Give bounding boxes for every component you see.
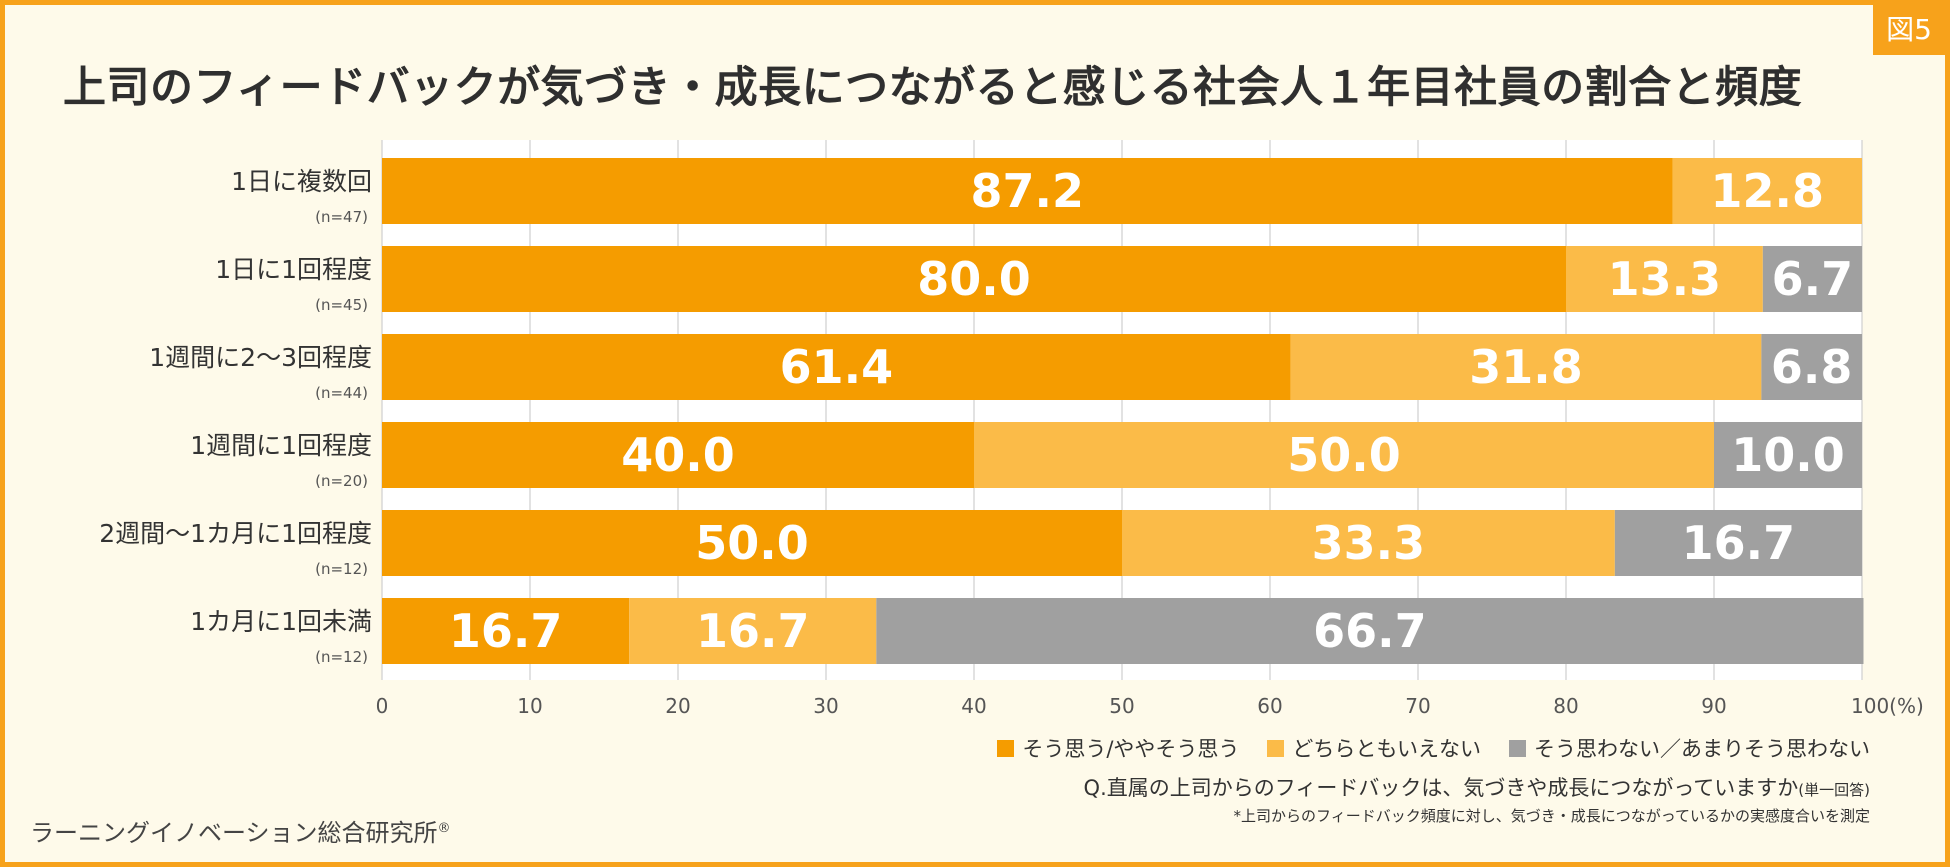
category-n-label: (n=47): [315, 208, 368, 226]
category-n-label: (n=45): [315, 296, 368, 314]
legend-swatch-neutral: [1267, 739, 1285, 757]
legend-item-disagree: そう思わない／あまりそう思わない: [1509, 733, 1870, 763]
footnote: *上司からのフィードバック頻度に対し、気づき・成長につながっているかの実感度合い…: [1233, 807, 1870, 825]
bar-segment: [1290, 334, 1762, 400]
data-label: 80.0: [917, 252, 1031, 306]
legend-item-agree: そう思う/ややそう思う: [997, 733, 1239, 763]
legend-swatch-disagree: [1509, 739, 1526, 757]
x-tick-label: 50: [1109, 694, 1134, 718]
x-tick-label: 40: [961, 694, 986, 718]
bar-segment: [1672, 158, 1862, 224]
data-label: 13.3: [1608, 252, 1722, 306]
legend-item-neutral: どちらともいえない: [1267, 733, 1481, 763]
data-label: 16.7: [696, 604, 810, 658]
legend-swatch-agree: [997, 739, 1015, 757]
registered-mark: ®: [437, 821, 451, 836]
bar-segment: [382, 598, 630, 664]
bar-segment: [974, 422, 1714, 488]
x-tick-label: 30: [813, 694, 838, 718]
legend-label-disagree: そう思わない／あまりそう思わない: [1534, 737, 1870, 761]
category-label: 1カ月に1回未満: [190, 607, 372, 636]
data-label: 16.7: [1682, 516, 1796, 570]
bar-segment: [1761, 334, 1862, 400]
bar-segment: [1614, 510, 1862, 576]
chart-title: 上司のフィードバックが気づき・成長につながると感じる社会人１年目社員の割合と頻度: [63, 63, 1803, 113]
x-tick-label: 20: [665, 694, 690, 718]
bar-segment: [382, 510, 1122, 576]
x-tick-label: 90: [1701, 694, 1726, 718]
bar-segment: [382, 334, 1291, 400]
x-tick-label: 60: [1257, 694, 1282, 718]
bar-segment: [382, 422, 974, 488]
category-label: 1日に複数回: [231, 167, 372, 196]
x-tick-label: 100(%): [1851, 694, 1924, 718]
question-note: (単一回答): [1798, 781, 1870, 799]
x-tick-label: 70: [1405, 694, 1430, 718]
legend-label-agree: そう思う/ややそう思う: [1022, 737, 1240, 761]
data-label: 31.8: [1469, 340, 1583, 394]
category-label: 1週間に1回程度: [190, 431, 372, 460]
bar-segment: [1566, 246, 1763, 312]
data-label: 50.0: [1287, 428, 1401, 482]
data-label: 50.0: [695, 516, 809, 570]
figure-label: 図5: [1873, 5, 1945, 55]
data-label: 6.8: [1771, 340, 1853, 394]
x-tick-label: 10: [517, 694, 542, 718]
data-label: 16.7: [449, 604, 563, 658]
category-n-label: (n=12): [315, 648, 368, 666]
x-tick-label: 80: [1553, 694, 1578, 718]
survey-question: Q.直属の上司からのフィードバックは、気づきや成長につながっていますか(単一回答…: [1084, 772, 1870, 802]
data-label: 87.2: [971, 164, 1085, 218]
legend-label-neutral: どちらともいえない: [1292, 737, 1481, 761]
data-label: 66.7: [1313, 604, 1427, 658]
bar-segment: [876, 598, 1864, 664]
bar-segment: [1714, 422, 1862, 488]
question-text: Q.直属の上司からのフィードバックは、気づきや成長につながっていますか: [1083, 776, 1799, 800]
bar-segment: [629, 598, 877, 664]
legend: そう思う/ややそう思う どちらともいえない そう思わない／あまりそう思わない: [997, 733, 1870, 763]
bar-segment: [1122, 510, 1615, 576]
data-label: 10.0: [1731, 428, 1845, 482]
x-tick-label: 0: [376, 694, 389, 718]
source-text: ラーニングイノベーション総合研究所: [30, 819, 438, 847]
data-label: 6.7: [1772, 252, 1854, 306]
bar-segment: [382, 158, 1673, 224]
data-label: 61.4: [780, 340, 894, 394]
category-label: 2週間〜1カ月に1回程度: [99, 519, 372, 548]
category-n-label: (n=44): [315, 384, 368, 402]
data-label: 40.0: [621, 428, 735, 482]
bar-segment: [382, 246, 1566, 312]
source-credit: ラーニングイノベーション総合研究所®: [30, 813, 451, 848]
category-n-label: (n=20): [315, 472, 368, 490]
bar-segment: [1762, 246, 1862, 312]
category-n-label: (n=12): [315, 560, 368, 578]
category-label: 1日に1回程度: [215, 255, 372, 284]
category-label: 1週間に2〜3回程度: [149, 343, 372, 372]
data-label: 12.8: [1711, 164, 1825, 218]
data-label: 33.3: [1312, 516, 1426, 570]
